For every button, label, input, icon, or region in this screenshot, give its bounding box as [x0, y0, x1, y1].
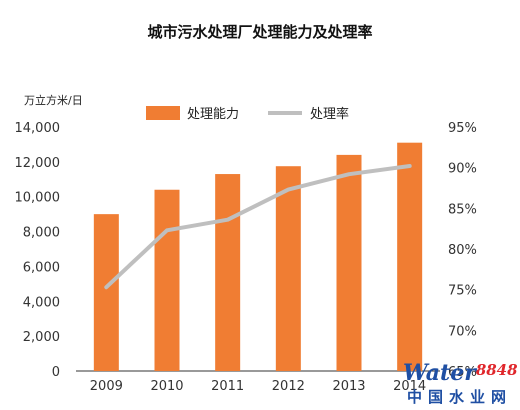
line-series — [104, 164, 412, 290]
chart-title: 城市污水处理厂处理能力及处理率 — [147, 23, 372, 41]
x-tick-label: 2012 — [272, 379, 305, 394]
line-point — [226, 218, 230, 222]
watermark-prefix: Water — [403, 360, 477, 386]
watermark: Water8848 中国水业网 — [403, 360, 518, 406]
right-tick-label: 80% — [448, 243, 477, 258]
x-tick-label: 2014 — [393, 379, 426, 394]
right-axis: 65% 70% 75% 80% 85% 90% 95% — [448, 121, 477, 380]
watermark-digits: 8848 — [476, 361, 518, 379]
left-tick-label: 2,000 — [23, 330, 60, 345]
left-axis-unit-label: 万立方米/日 — [24, 93, 83, 107]
line-point — [347, 172, 351, 176]
left-tick-label: 4,000 — [23, 295, 60, 310]
line-point — [286, 188, 290, 192]
legend-swatch-bar — [146, 106, 180, 120]
x-axis: 2009 2010 2011 2012 2013 2014 — [90, 379, 426, 394]
bar — [93, 214, 119, 371]
bar — [336, 154, 362, 371]
watermark-chinese: 中国水业网 — [407, 388, 512, 406]
bar — [275, 166, 301, 371]
bar — [397, 142, 423, 371]
x-tick-label: 2013 — [332, 379, 365, 394]
left-tick-label: 8,000 — [23, 226, 60, 241]
left-tick-label: 0 — [52, 365, 60, 380]
left-tick-label: 12,000 — [15, 156, 61, 171]
bar — [215, 174, 241, 371]
right-tick-label: 75% — [448, 284, 477, 299]
right-tick-label: 95% — [448, 121, 477, 136]
line-point — [408, 164, 412, 168]
legend-label-line: 处理率 — [310, 106, 349, 122]
right-tick-label: 70% — [448, 324, 477, 339]
right-tick-label: 65% — [448, 365, 477, 380]
left-tick-label: 14,000 — [15, 121, 61, 136]
x-tick-label: 2009 — [90, 379, 123, 394]
right-tick-label: 90% — [448, 162, 477, 177]
watermark-logo-text: Water8848 — [403, 360, 518, 386]
bar-series — [93, 142, 423, 371]
left-tick-label: 10,000 — [15, 191, 61, 206]
line-point — [165, 228, 169, 232]
x-tick-label: 2010 — [150, 379, 183, 394]
series-line — [104, 164, 412, 290]
left-tick-label: 6,000 — [23, 260, 60, 275]
right-tick-label: 85% — [448, 202, 477, 217]
legend: 处理能力 处理率 — [146, 106, 349, 122]
left-axis: 0 2,000 4,000 6,000 8,000 10,000 12,000 14,000 — [15, 121, 61, 380]
bar — [154, 189, 180, 371]
x-tick-label: 2011 — [211, 379, 244, 394]
legend-label-bar: 处理能力 — [187, 107, 239, 122]
line-point — [104, 285, 108, 289]
